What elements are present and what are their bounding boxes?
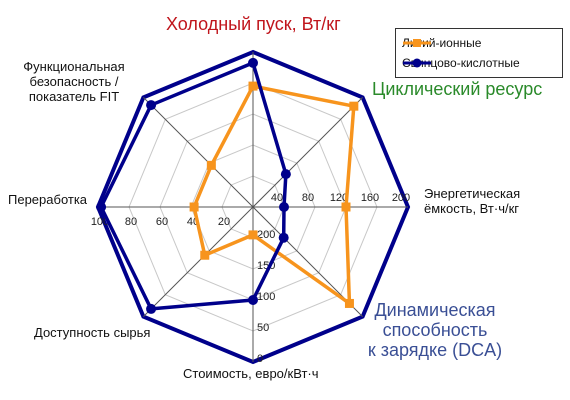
legend-item-lead-acid: Свинцово-кислотные: [402, 55, 520, 71]
legend-swatch-lead-acid: [403, 58, 431, 68]
axis-label-cycle-life: Циклический ресурс: [372, 79, 543, 99]
tick-cost-0: 200: [257, 229, 275, 241]
legend-label-li-ion: Литий-ионные: [402, 36, 482, 50]
series-1-point-3: [278, 232, 289, 243]
series-0-point-5: [200, 250, 210, 260]
tick-recycling-2: 60: [156, 216, 168, 228]
tick-recycling-1: 80: [125, 216, 137, 228]
axis-label-energy-capacity: Энергетическая ёмкость, Вт·ч/кг: [424, 186, 521, 216]
tick-recycling-0: 100: [91, 216, 109, 228]
series-0-point-3: [344, 298, 354, 308]
tick-cost-3: 50: [257, 322, 269, 334]
legend: Литий-ионные Свинцово-кислотные: [395, 28, 563, 78]
axis-label-functional-safety: Функциональная безопасность / показатель…: [23, 59, 125, 104]
legend-item-li-ion: Литий-ионные: [402, 35, 481, 51]
axis-label-raw-materials: Доступность сырья: [34, 325, 151, 340]
series-0-point-2: [341, 202, 351, 212]
axis-spoke-5: [143, 206, 254, 317]
series-1-point-4: [248, 295, 258, 305]
legend-label-lead-acid: Свинцово-кислотные: [402, 56, 520, 70]
series-1-point-2: [279, 202, 289, 212]
series-0-point-6: [189, 202, 199, 212]
series-1-point-1: [280, 169, 291, 180]
tick-energy-4: 200: [392, 192, 410, 204]
series-1-point-5: [146, 303, 157, 314]
tick-energy-0: 40: [271, 192, 283, 204]
tick-energy-3: 160: [361, 192, 379, 204]
axis-label-cold-start: Холодный пуск, Вт/кг: [166, 14, 341, 34]
series-0-point-7: [206, 160, 216, 170]
series-0-point-0: [248, 81, 258, 91]
tick-energy-1: 80: [302, 192, 314, 204]
series-0-point-1: [349, 101, 359, 111]
tick-cost-4: 0: [257, 353, 263, 365]
axis-label-recycling: Переработка: [8, 192, 88, 207]
series-1-point-0: [248, 57, 258, 68]
axis-spoke-7: [143, 97, 254, 208]
series-0-point-4: [248, 230, 258, 240]
axis-spoke-1: [252, 97, 363, 208]
series-1-point-6: [96, 202, 107, 212]
legend-swatch-li-ion: [403, 39, 431, 47]
tick-cost-2: 100: [257, 291, 275, 303]
axis-label-cost: Стоимость, евро/кВт·ч: [183, 366, 319, 381]
tick-recycling-4: 20: [218, 216, 230, 228]
axis-label-dca: Динамическая способность к зарядке (DCA): [367, 300, 503, 360]
series-1-point-7: [146, 100, 157, 111]
tick-energy-2: 120: [330, 192, 348, 204]
